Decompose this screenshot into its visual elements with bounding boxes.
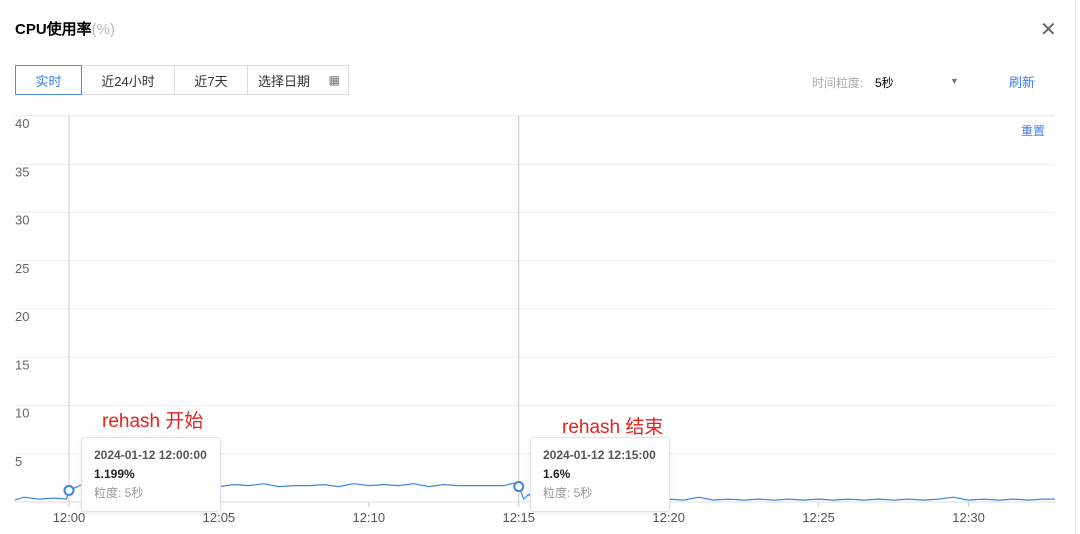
reset-zoom-button[interactable]: 重置 — [1021, 124, 1046, 138]
highlight-point — [513, 481, 525, 493]
annotation-rehash-start: rehash 开始 — [102, 411, 204, 432]
y-tick-label: 25 — [15, 261, 29, 276]
x-tick-label: 12:25 — [802, 510, 835, 525]
tab-label: 近7天 — [194, 73, 228, 89]
window-edge — [1075, 0, 1076, 534]
chevron-down-icon[interactable]: ▼ — [950, 76, 959, 86]
y-tick-label: 30 — [15, 213, 29, 228]
x-tick-label: 12:15 — [502, 510, 535, 525]
granularity-label: 时间粒度: — [812, 76, 864, 90]
x-tick-label: 12:00 — [53, 510, 86, 525]
x-tick-label: 12:30 — [952, 510, 985, 525]
refresh-button[interactable]: 刷新 — [1009, 75, 1036, 90]
y-tick-label: 20 — [15, 309, 29, 324]
annotation-rehash-end: rehash 结束 — [562, 417, 664, 438]
tab-label: 近24小时 — [101, 73, 155, 89]
tooltip: 2024-01-12 12:00:00 1.199% 粒度: 5秒 — [81, 437, 221, 512]
y-tick-label: 15 — [15, 357, 29, 372]
tooltip-time: 2024-01-12 12:00:00 — [94, 448, 207, 462]
granularity-select[interactable]: 5秒 — [875, 76, 894, 90]
tab-realtime[interactable]: 实时 — [15, 65, 82, 95]
time-range-tabs: 实时 近24小时 近7天 选择日期 ▦ — [15, 65, 349, 95]
tab-label: 实时 — [35, 73, 62, 89]
calendar-icon: ▦ — [328, 73, 340, 87]
tab-label: 选择日期 — [258, 73, 311, 89]
x-tick-label: 12:05 — [203, 510, 236, 525]
title-text: CPU使用率 — [15, 21, 92, 38]
tab-select-date[interactable]: 选择日期 ▦ — [248, 65, 349, 95]
y-tick-label: 5 — [15, 454, 22, 469]
tooltip-granularity: 粒度: 5秒 — [543, 486, 593, 500]
y-tick-label: 35 — [15, 164, 29, 179]
tooltip-value: 1.199% — [94, 467, 135, 481]
page-title: CPU使用率(%) — [15, 18, 115, 39]
tooltip-granularity: 粒度: 5秒 — [94, 486, 144, 500]
tooltip-value: 1.6% — [543, 467, 571, 481]
tooltip: 2024-01-12 12:15:00 1.6% 粒度: 5秒 — [530, 437, 670, 512]
y-tick-label: 40 — [15, 116, 29, 131]
y-tick-label: 10 — [15, 406, 29, 421]
highlight-point — [63, 484, 75, 496]
title-unit: (%) — [91, 21, 115, 38]
close-icon[interactable]: ✕ — [1040, 19, 1057, 41]
tab-7d[interactable]: 近7天 — [175, 65, 248, 95]
x-tick-label: 12:20 — [652, 510, 685, 525]
tab-24h[interactable]: 近24小时 — [82, 65, 175, 95]
tooltip-time: 2024-01-12 12:15:00 — [543, 448, 656, 462]
x-tick-label: 12:10 — [353, 510, 386, 525]
